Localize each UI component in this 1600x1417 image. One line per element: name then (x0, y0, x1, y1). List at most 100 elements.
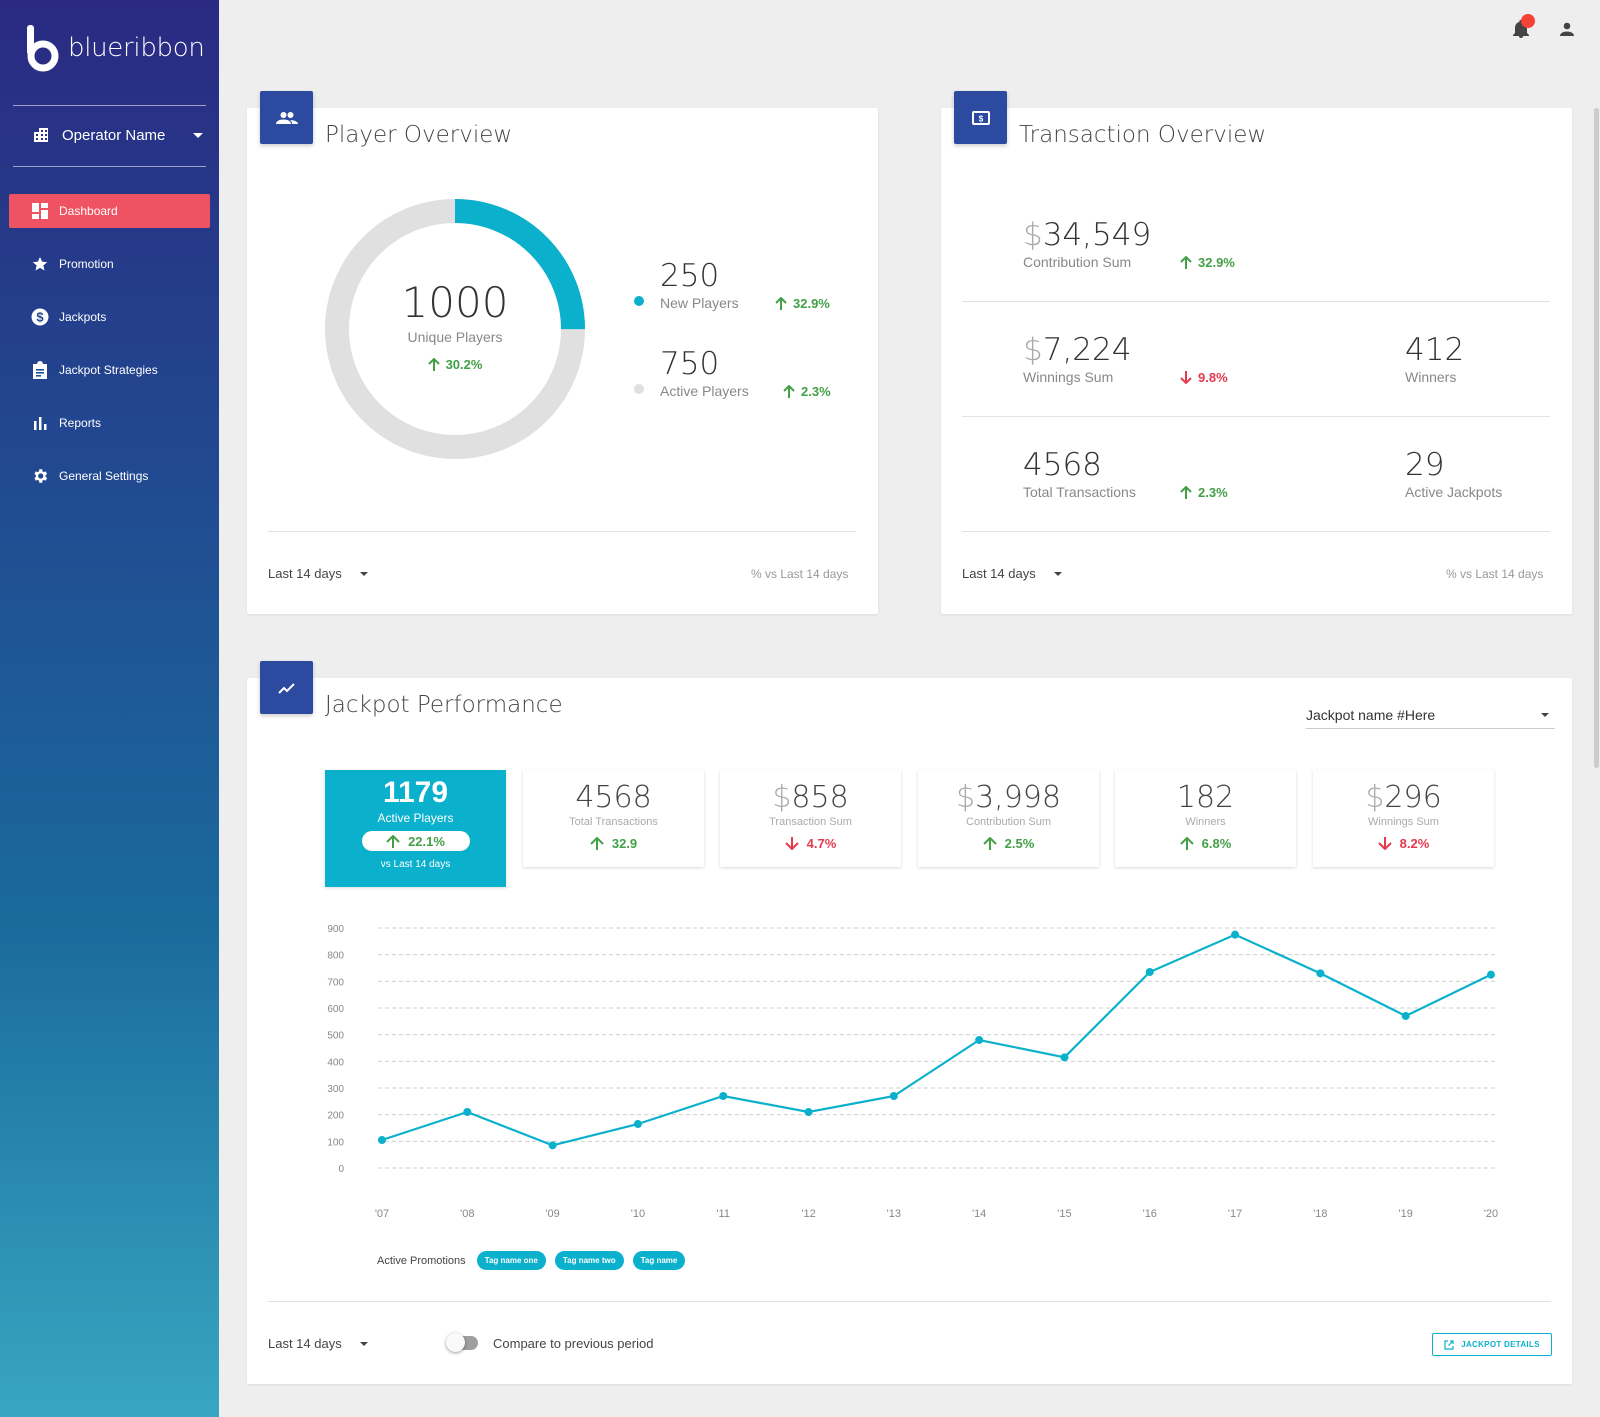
arrow-up-icon (783, 385, 795, 398)
operator-select[interactable]: Operator Name (32, 126, 207, 144)
metric-delta: 2.5% (918, 836, 1099, 851)
sidebar-item-jackpots[interactable]: $ Jackpots (9, 300, 210, 334)
sidebar-item-general-settings[interactable]: General Settings (9, 459, 210, 493)
y-tick-label: 0 (338, 1164, 344, 1175)
sidebar: blueribbon Operator Name Dashboard Promo… (0, 0, 219, 1417)
performance-period-select[interactable]: Last 14 days (268, 1336, 368, 1351)
winnings-sum-value: $7,224 (1023, 332, 1131, 368)
sidebar-divider (13, 105, 206, 106)
amount: 858 (791, 780, 849, 815)
winners-value: 412 (1405, 332, 1465, 368)
arrow-up-icon (590, 837, 604, 850)
player-period-select[interactable]: Last 14 days (268, 566, 368, 581)
dashboard-icon (31, 202, 49, 220)
data-point (378, 1136, 386, 1144)
toggle-knob (446, 1333, 465, 1352)
player-overview-badge (260, 91, 313, 144)
sidebar-item-jackpot-strategies[interactable]: Jackpot Strategies (9, 353, 210, 387)
page-scrollbar[interactable] (1594, 108, 1599, 768)
metric-tile-transaction-sum[interactable]: $858 Transaction Sum 4.7% (720, 770, 901, 867)
sidebar-item-dashboard[interactable]: Dashboard (9, 194, 210, 228)
data-point (804, 1108, 813, 1116)
winners-label: Winners (1405, 369, 1457, 385)
clipboard-icon (31, 361, 49, 379)
y-tick-label: 100 (327, 1137, 344, 1148)
metric-tile-winners[interactable]: 182 Winners 6.8% (1115, 770, 1296, 867)
metric-tile-total-transactions[interactable]: 4568 Total Transactions 32.9 (523, 770, 704, 867)
sidebar-item-label: Jackpot Strategies (59, 363, 158, 377)
data-point (1316, 969, 1325, 978)
money-icon: $ (971, 110, 990, 125)
compare-toggle[interactable] (446, 1333, 478, 1352)
metric-value: $858 (720, 780, 901, 815)
x-tick-label: '09 (545, 1208, 559, 1220)
new-players-label: New Players (660, 295, 739, 311)
active-jackpots-value: 29 (1405, 447, 1445, 483)
active-players-legend-dot (634, 384, 644, 394)
data-point (633, 1120, 642, 1128)
delta-value: 2.3% (801, 384, 831, 399)
card-title: Jackpot Performance (325, 692, 563, 718)
jackpot-select[interactable]: Jackpot name #Here (1306, 701, 1555, 729)
new-players-delta: 32.9% (775, 296, 830, 311)
dollar-circle-icon: $ (31, 308, 49, 326)
card-divider (268, 1301, 1551, 1302)
data-point (548, 1141, 557, 1150)
metric-tile-winnings-sum[interactable]: $296 Winnings Sum 8.2% (1313, 770, 1494, 867)
period-label: Last 14 days (268, 1336, 342, 1351)
account-button[interactable] (1560, 22, 1574, 41)
active-players-delta: 2.3% (783, 384, 831, 399)
currency-symbol: $ (1365, 780, 1385, 815)
contribution-sum-label: Contribution Sum (1023, 254, 1132, 270)
delta-value: 2.5% (1004, 836, 1035, 851)
active-jackpots-label: Active Jackpots (1405, 484, 1503, 500)
x-tick-label: '14 (972, 1208, 986, 1220)
arrow-up-icon (427, 358, 440, 371)
metric-delta: 32.9 (523, 836, 704, 851)
transaction-period-select[interactable]: Last 14 days (962, 566, 1062, 581)
row-divider (962, 416, 1550, 417)
arrow-up-icon (1180, 256, 1192, 269)
arrow-up-icon (775, 297, 787, 310)
x-tick-label: '10 (631, 1208, 645, 1220)
metric-value: 182 (1176, 780, 1235, 815)
sidebar-item-promotion[interactable]: Promotion (9, 247, 210, 281)
active-promotions: Active Promotions Tag name one Tag name … (377, 1251, 686, 1270)
sidebar-item-reports[interactable]: Reports (9, 406, 210, 440)
card-divider (962, 531, 1550, 532)
arrow-down-icon (1377, 837, 1392, 850)
arrow-up-icon (386, 834, 400, 848)
metric-tile-active-players[interactable]: 1179 Active Players 22.1% vs Last 14 day… (325, 770, 506, 887)
x-tick-label: '17 (1228, 1208, 1242, 1220)
active-players-value: 750 (660, 346, 720, 382)
delta-value: 30.2% (445, 357, 483, 372)
metric-delta: 4.7% (720, 836, 901, 851)
data-point (719, 1092, 728, 1100)
x-tick-label: '11 (716, 1208, 730, 1220)
jackpot-details-button[interactable]: JACKPOT DETAILS (1432, 1333, 1552, 1356)
promotion-tag[interactable]: Tag name two (554, 1251, 624, 1270)
total-transactions-delta: 2.3% (1180, 485, 1228, 500)
metric-delta: 6.8% (1115, 836, 1296, 851)
logo[interactable]: blueribbon (26, 24, 205, 72)
sidebar-item-label: Reports (59, 416, 102, 430)
new-players-value: 250 (660, 258, 720, 294)
donut-center: 1000 Unique Players 30.2% (322, 278, 588, 372)
metric-value: 4568 (575, 780, 652, 815)
currency-symbol: $ (1023, 217, 1043, 253)
chevron-down-icon (1053, 571, 1062, 576)
metric-label: Winnings Sum (1368, 816, 1439, 828)
metric-tile-contribution-sum[interactable]: $3,998 Contribution Sum 2.5% (918, 770, 1099, 867)
delta-value: 4.7% (806, 836, 837, 851)
promotion-tag[interactable]: Tag name (632, 1251, 686, 1270)
x-tick-label: '07 (375, 1208, 389, 1220)
metric-label: Total Transactions (569, 816, 658, 828)
unique-players-donut (325, 199, 585, 459)
unique-players-value: 1000 (401, 278, 509, 327)
promotion-tag[interactable]: Tag name one (476, 1251, 546, 1270)
row-divider (962, 301, 1550, 302)
data-point (889, 1092, 898, 1100)
external-link-icon (1444, 1339, 1454, 1350)
data-point (1487, 970, 1495, 979)
trending-up-icon (277, 682, 295, 694)
